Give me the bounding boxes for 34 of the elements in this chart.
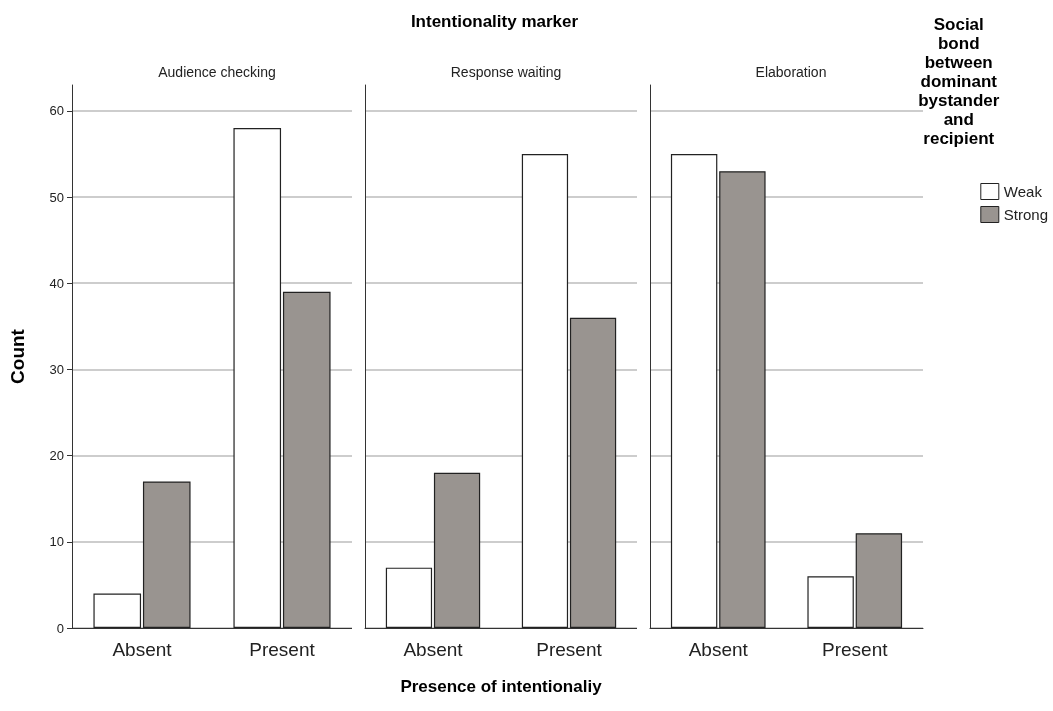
x-tick-label: Present — [822, 639, 889, 660]
y-tick-label: 50 — [49, 189, 64, 205]
x-tick-label: Absent — [403, 639, 464, 660]
chart-subtitle: Response waiting — [450, 64, 562, 80]
bar — [93, 593, 142, 628]
chart-subtitle: Audience checking — [158, 64, 276, 80]
x-tick-label: Absent — [112, 639, 173, 660]
bar — [569, 317, 617, 628]
y-tick-label: 60 — [49, 103, 64, 119]
legend-label: Weak — [1003, 183, 1043, 200]
y-tick-label: 30 — [49, 361, 64, 377]
bar — [855, 533, 903, 628]
y-tick-label: 20 — [49, 448, 64, 464]
legend-title: Social bond between dominant bystander and recipient — [918, 15, 1000, 148]
bar — [385, 567, 433, 628]
legend-label: Strong — [1003, 206, 1049, 223]
chart-title: Intentionality marker — [410, 12, 579, 31]
x-axis-title: Presence of intentionaliy — [400, 677, 603, 696]
y-axis-title: Count — [7, 328, 28, 384]
chart-subtitle: Elaboration — [755, 64, 827, 80]
bar — [521, 153, 569, 628]
bar — [142, 481, 191, 628]
x-tick-label: Present — [536, 639, 603, 660]
bar — [807, 576, 854, 628]
y-tick-label: 0 — [56, 620, 64, 636]
bar — [282, 291, 331, 628]
bar — [233, 128, 282, 628]
y-tick-label: 40 — [49, 275, 64, 291]
bar — [719, 171, 766, 628]
x-tick-label: Absent — [688, 639, 749, 660]
y-tick-label: 10 — [49, 534, 64, 550]
bar — [670, 153, 718, 628]
x-tick-label: Present — [249, 639, 316, 660]
bar — [433, 472, 481, 628]
